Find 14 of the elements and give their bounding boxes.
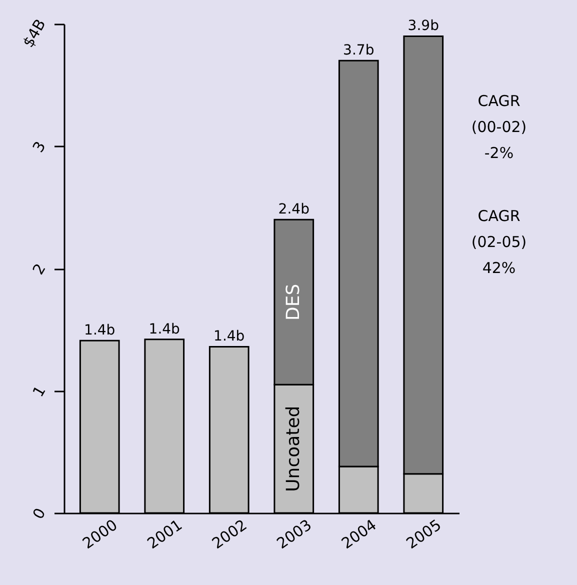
y-tick-label: 1 [29,382,50,400]
total-label: 3.9b [408,18,440,34]
total-label: 1.4b [214,328,245,345]
y-tick-label: 0 [29,505,50,522]
series-label: DES [282,284,304,320]
y-tick-label: 3 [29,138,50,156]
total-label: 2.4b [278,202,310,218]
total-label: 3.7b [343,42,374,59]
total-label: 1.4b [84,322,116,339]
y-tick-label: 2 [29,260,50,278]
total-label: 1.4b [148,321,180,338]
text: CAGR (02-05) 42% [471,207,527,277]
text: CAGR (00-02) -2% [471,92,527,162]
series-label: Uncoated [282,406,304,492]
